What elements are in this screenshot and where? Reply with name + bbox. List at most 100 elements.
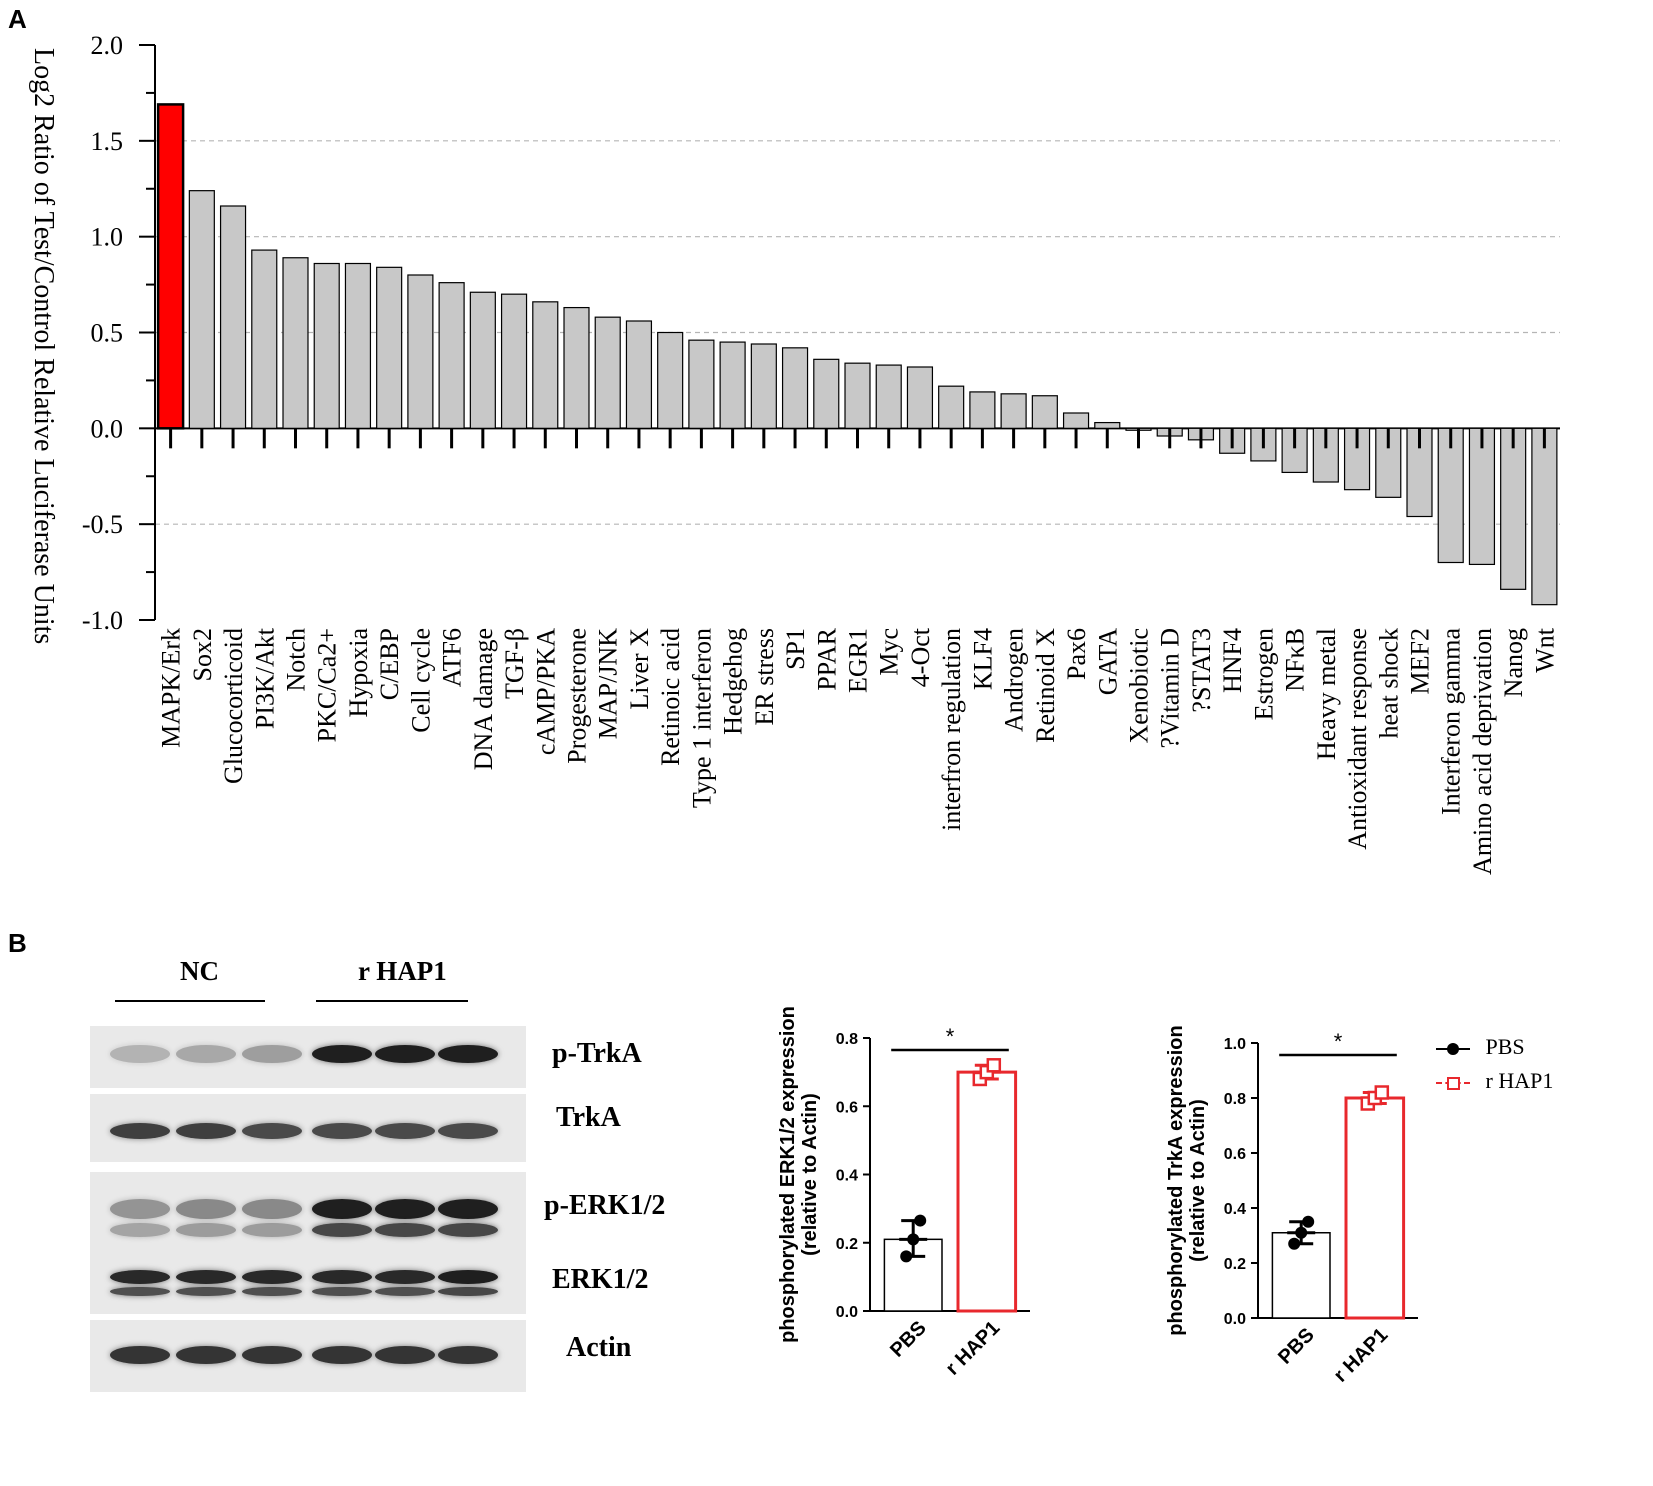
group-label-rhap1: r HAP1 (358, 956, 447, 986)
band (438, 1198, 498, 1219)
y-tick-label-a: 0.5 (91, 319, 124, 348)
y-axis-label-trka: phosphorylated TrkA expression (1165, 1025, 1187, 1335)
band (242, 1044, 302, 1063)
x-tick-label-a: Progesterone (563, 628, 592, 764)
band (242, 1123, 302, 1140)
band (110, 1222, 170, 1237)
data-point-trka (1288, 1237, 1301, 1250)
x-tick-label-a: 4-Oct (906, 627, 935, 687)
x-tick-label-a: Heavy metal (1312, 628, 1341, 760)
band (110, 1044, 170, 1063)
x-tick-label-a: Notch (282, 628, 311, 692)
x-tick-label-a: SP1 (781, 628, 810, 670)
band (375, 1222, 435, 1237)
blot-label-ptrka: p-TrkA (552, 1038, 642, 1069)
group-underline-rhap1 (316, 1000, 468, 1002)
x-tick-label-a: Amino acid deprivation (1468, 628, 1497, 875)
bar-26 (969, 391, 996, 429)
x-tick-label-trka: r HAP1 (1330, 1324, 1393, 1387)
bar-7 (376, 266, 403, 429)
x-tick-label-a: MAP/JNK (594, 628, 623, 739)
y-tick-label-a: -1.0 (82, 606, 123, 635)
x-tick-label-a: GATA (1093, 628, 1122, 695)
bar-27 (1000, 393, 1027, 429)
x-tick-label-a: Wnt (1530, 627, 1559, 673)
band (438, 1123, 498, 1140)
band (312, 1123, 372, 1140)
bar-trka-1 (1344, 1096, 1406, 1320)
significance-star-erk: * (946, 1024, 955, 1049)
band (242, 1198, 302, 1219)
band (438, 1269, 498, 1284)
y-tick-label-a: 1.0 (91, 223, 124, 252)
x-tick-label-a: Hedgehog (719, 628, 748, 735)
blot-label-perk: p-ERK1/2 (544, 1190, 666, 1221)
bar-0 (156, 103, 185, 430)
x-tick-label-erk: r HAP1 (942, 1317, 1005, 1380)
band (438, 1044, 498, 1063)
bar-16 (657, 331, 684, 429)
band (110, 1286, 170, 1297)
data-point-trka (1360, 1096, 1376, 1111)
y-tick-label-erk: 0.0 (836, 1304, 858, 1321)
band (176, 1044, 236, 1063)
x-tick-label-a: Antioxidant response (1343, 628, 1372, 850)
significance-star-trka: * (1334, 1029, 1343, 1054)
y-tick-label-erk: 0.2 (836, 1236, 858, 1253)
x-tick-label-a: Glucocorticoid (219, 628, 248, 784)
bar-5 (313, 262, 340, 429)
band (110, 1345, 170, 1364)
band (110, 1269, 170, 1284)
y-tick-label-erk: 0.6 (836, 1099, 858, 1116)
group-underline-nc (115, 1000, 265, 1002)
bar-30 (1094, 421, 1121, 429)
x-tick-label-a: heat shock (1374, 628, 1403, 738)
band (438, 1345, 498, 1364)
panel-letter-a: A (8, 4, 27, 34)
bar-19 (750, 343, 777, 429)
bar-2 (219, 205, 247, 429)
panel-letter-b: B (8, 928, 27, 958)
y-axis-label2-erk: (relative to Actin) (799, 1093, 821, 1256)
x-tick-label-a: Retinoic acid (656, 628, 685, 766)
legend-label-rhap1: r HAP1 (1485, 1068, 1554, 1093)
blot-strip-0 (90, 1026, 526, 1088)
x-tick-label-trka: PBS (1274, 1324, 1319, 1369)
blot-label-actin: Actin (566, 1332, 632, 1363)
bar-41 (1437, 427, 1464, 564)
bar-13 (563, 306, 590, 429)
x-tick-label-a: Sox2 (188, 628, 217, 681)
blot-strip-2 (90, 1172, 526, 1254)
data-point-erk (900, 1250, 913, 1263)
legend-rhap1-symbol (1436, 1076, 1470, 1090)
x-tick-label-a: Estrogen (1249, 628, 1278, 720)
bar-8 (407, 274, 434, 429)
x-tick-label-a: Cell cycle (406, 628, 435, 733)
x-tick-label-erk: PBS (886, 1317, 931, 1362)
x-tick-label-a: PI3K/Akt (250, 627, 279, 729)
bar-24 (906, 366, 934, 429)
x-tick-label-a: ?STAT3 (1187, 628, 1216, 713)
x-tick-label-a: EGR1 (844, 628, 873, 693)
x-tick-label-a: DNA damage (469, 628, 498, 770)
band (176, 1198, 236, 1219)
bar-6 (344, 262, 372, 429)
band (312, 1044, 372, 1063)
y-tick-label-erk: 0.8 (836, 1031, 858, 1048)
bar-11 (500, 293, 528, 429)
bar-4 (282, 257, 309, 429)
x-tick-label-a: ATF6 (438, 628, 467, 687)
pathway-bar-chart: 2.0 1.5 1.0 0.5 0.0 -0.5 -1.0 Log2 Ratio of Tes… (28, 31, 1560, 875)
blot-label-trka: TrkA (556, 1102, 621, 1133)
y-tick-label-a: 0.0 (91, 414, 124, 443)
bar-23 (875, 364, 902, 429)
x-tick-label-a: Liver X (625, 628, 654, 710)
x-tick-label-a: TGF-β (500, 628, 529, 699)
blot-strip-4 (90, 1320, 526, 1392)
group-label-nc: NC (180, 956, 219, 986)
band (176, 1123, 236, 1140)
y-tick-label-trka: 0.0 (1224, 1311, 1246, 1328)
x-tick-label-a: Interferon gamma (1437, 628, 1466, 815)
bar-erk-0 (883, 1238, 943, 1312)
bar-9 (438, 282, 465, 429)
